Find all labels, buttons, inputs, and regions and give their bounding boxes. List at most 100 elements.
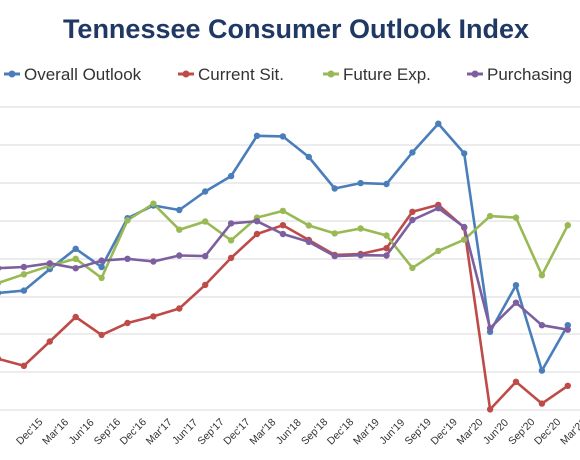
data-point-s3-10 <box>253 218 261 225</box>
data-point-s1-3 <box>72 313 79 321</box>
data-point-s1-5 <box>124 319 131 327</box>
legend-label-3: Purchasing <box>487 65 572 84</box>
data-point-s3-18 <box>461 223 468 231</box>
data-point-s1-15 <box>383 245 390 252</box>
data-point-s0-9 <box>227 172 235 180</box>
data-point-s2-8 <box>202 218 209 225</box>
x-tick-label-6: Jun'17 <box>170 417 200 447</box>
legend-swatch-marker-1 <box>182 70 190 78</box>
data-point-s2-15 <box>383 232 390 239</box>
chart-title: Tennessee Consumer Outlook Index <box>63 14 529 44</box>
x-tick-label-14: Jun'19 <box>377 417 407 447</box>
x-tick-label-4: Dec'16 <box>118 416 149 447</box>
data-point-s0-4 <box>98 263 105 271</box>
x-tick-label-17: Mar'20 <box>455 416 486 447</box>
data-point-s0-21 <box>538 367 546 374</box>
data-point-s2-14 <box>357 225 364 232</box>
data-point-s3-14 <box>357 252 364 259</box>
data-point-s3-3 <box>72 265 79 272</box>
data-point-s3-11 <box>279 230 287 238</box>
data-point-s1-4 <box>98 331 105 339</box>
data-point-s2-9 <box>227 237 235 244</box>
data-point-s2-19 <box>486 212 494 220</box>
data-point-s3-7 <box>176 252 183 259</box>
data-point-s2-12 <box>305 222 312 229</box>
data-point-s3-9 <box>227 220 235 227</box>
data-point-s3-5 <box>124 255 131 262</box>
x-tick-label-8: Dec'17 <box>221 416 252 447</box>
data-point-s0-11 <box>279 133 287 140</box>
x-tick-label-5: Mar'17 <box>144 416 175 447</box>
x-tick-label-7: Sep'17 <box>195 416 226 447</box>
legend-label-0: Overall Outlook <box>24 65 142 84</box>
data-point-s2-22 <box>564 222 571 229</box>
data-point-s3-4 <box>98 257 105 264</box>
data-point-s3-13 <box>331 252 338 260</box>
data-point-s2-20 <box>512 214 520 221</box>
data-point-s3-0 <box>0 265 2 271</box>
data-point-s3-21 <box>538 322 546 329</box>
data-point-s1-19 <box>486 406 494 413</box>
data-point-s0-3 <box>72 245 79 252</box>
data-point-s2-5 <box>124 217 131 224</box>
data-point-s2-6 <box>150 200 157 207</box>
legend-label-1: Current Sit. <box>198 65 284 84</box>
x-tick-label-13: Mar'19 <box>351 416 382 447</box>
x-tick-label-12: Dec'18 <box>325 416 356 447</box>
data-point-s2-11 <box>279 207 287 215</box>
data-point-s2-13 <box>331 230 338 237</box>
data-point-s3-6 <box>150 258 157 265</box>
x-tick-label-16: Dec'19 <box>428 416 459 447</box>
data-point-s0-1 <box>20 287 28 294</box>
data-point-s1-7 <box>176 305 183 312</box>
data-point-s0-12 <box>305 153 312 161</box>
legend-item-2: Future Exp. <box>323 65 431 84</box>
legend-item-0: Overall Outlook <box>4 65 142 84</box>
data-point-s1-8 <box>202 281 209 289</box>
x-tick-label-20: Dec'20 <box>532 416 563 447</box>
data-point-s2-17 <box>435 247 442 255</box>
data-point-s0-7 <box>176 206 183 214</box>
data-point-s3-22 <box>564 326 571 333</box>
data-point-s0-18 <box>461 150 468 157</box>
data-point-s2-7 <box>176 226 183 233</box>
data-point-s1-9 <box>227 254 235 262</box>
data-point-s3-20 <box>512 299 520 306</box>
data-point-s0-17 <box>435 120 442 127</box>
data-point-s1-6 <box>150 313 157 320</box>
x-tick-label-9: Mar'18 <box>247 416 278 447</box>
data-point-s1-2 <box>46 338 53 345</box>
data-point-s0-15 <box>383 180 390 188</box>
data-point-s1-1 <box>20 362 28 369</box>
data-point-s3-1 <box>20 263 28 271</box>
x-tick-label-1: Mar'16 <box>40 416 71 447</box>
data-point-s1-16 <box>409 208 416 215</box>
legend-item-1: Current Sit. <box>178 65 284 84</box>
data-point-s3-8 <box>202 252 209 260</box>
x-tick-label-3: Sep'16 <box>92 416 123 447</box>
data-point-s1-21 <box>538 400 546 407</box>
gridlines <box>0 106 580 411</box>
series-lines <box>0 122 569 411</box>
data-point-s0-10 <box>253 132 261 139</box>
data-point-s2-18 <box>461 236 468 243</box>
data-point-s3-2 <box>46 260 53 267</box>
legend-label-2: Future Exp. <box>343 65 431 84</box>
legend-item-3: Purchasing <box>467 65 572 84</box>
data-point-s2-3 <box>72 255 79 262</box>
legend-swatch-marker-3 <box>471 70 479 78</box>
x-tick-label-0: Dec'15 <box>14 416 45 447</box>
data-point-s1-11 <box>279 222 287 229</box>
data-point-s0-8 <box>202 188 209 195</box>
data-point-s2-1 <box>20 271 28 278</box>
legend: Overall Outlook Current Sit. Future Exp. Pu… <box>4 65 572 84</box>
x-tick-label-2: Jun'16 <box>66 417 96 447</box>
data-point-s3-19 <box>486 325 494 332</box>
data-point-s0-13 <box>331 185 338 192</box>
x-tick-label-18: Jun'20 <box>481 417 511 447</box>
legend-swatch-marker-0 <box>8 70 16 78</box>
data-point-s3-17 <box>435 205 442 212</box>
data-point-s2-0 <box>0 280 2 286</box>
